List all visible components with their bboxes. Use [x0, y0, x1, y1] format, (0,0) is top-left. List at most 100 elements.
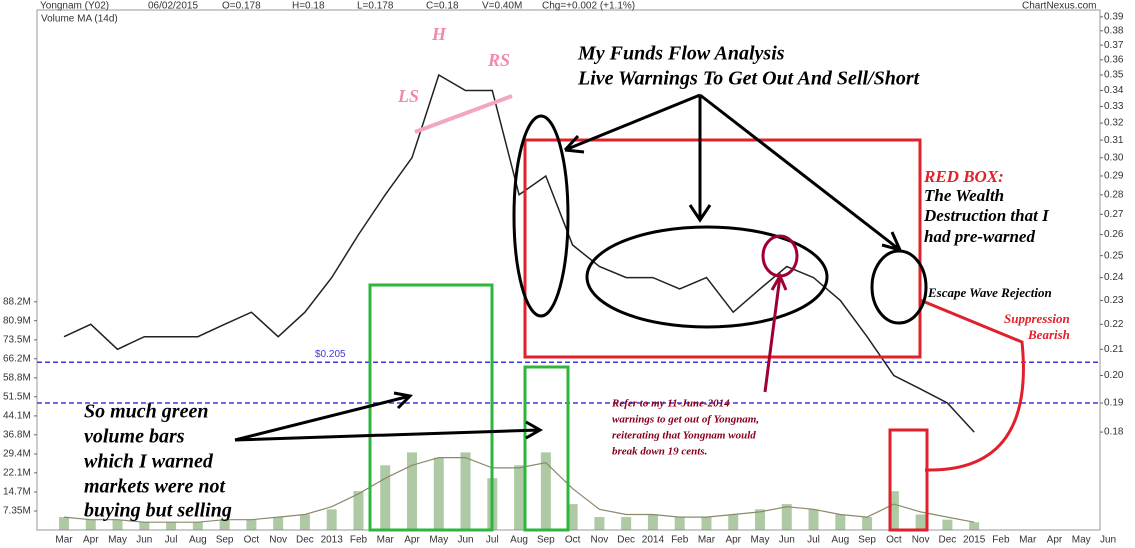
x-tick-label: 2013	[321, 535, 344, 546]
y2-tick-label: 14.7M	[3, 487, 31, 498]
open: O=0.178	[222, 1, 261, 12]
volume-bar	[781, 504, 792, 530]
x-tick-label: Nov	[269, 535, 287, 546]
green-box	[523, 365, 570, 532]
volume-bar	[380, 465, 391, 530]
x-tick-label: May	[751, 535, 770, 546]
x-tick-label: 2014	[642, 535, 665, 546]
annotation: markets were not	[84, 476, 227, 498]
annotation: H	[431, 24, 447, 44]
x-tick-label: Jun	[457, 535, 473, 546]
annotation: Suppression	[1004, 311, 1070, 326]
x-tick-label: 2015	[963, 535, 986, 546]
x-tick-label: Mar	[377, 535, 395, 546]
volume-bar	[755, 509, 765, 530]
y2-tick-label: 7.35M	[3, 506, 31, 517]
x-tick-label: Oct	[886, 535, 902, 546]
volume-bar	[728, 514, 739, 530]
volume-bar	[246, 519, 257, 530]
circle	[512, 114, 570, 318]
y2-tick-label: 73.5M	[3, 334, 31, 345]
annotation: My Funds Flow Analysis	[577, 43, 785, 65]
volume-bar	[407, 452, 417, 530]
x-tick-label: Sep	[537, 535, 555, 546]
x-tick-label: Mar	[55, 535, 73, 546]
x-tick-label: Dec	[296, 535, 314, 546]
y-tick-label: 0.18	[1104, 427, 1124, 438]
annotation: buying but selling	[84, 500, 232, 522]
x-tick-label: Apr	[725, 535, 741, 546]
annotation: Refer to my 11-June-2014	[611, 398, 730, 410]
volume-ma-line	[63, 457, 975, 523]
x-tick-label: Aug	[189, 535, 207, 546]
neckline	[414, 94, 513, 134]
volume-bar	[139, 522, 150, 530]
y-tick-label: 0.24	[1104, 272, 1124, 283]
x-tick-label: Dec	[938, 535, 956, 546]
y-tick-label: 0.26	[1104, 229, 1124, 240]
reference-label: $0.205	[315, 349, 346, 360]
volume-bar	[862, 517, 873, 530]
volume-bar	[594, 517, 605, 530]
x-tick-label: Apr	[1047, 535, 1063, 546]
volume-bar	[112, 519, 123, 530]
volume-bar	[219, 519, 230, 530]
annotation: volume bars	[84, 426, 185, 448]
x-tick-label: Nov	[912, 535, 930, 546]
y-tick-label: 0.38	[1104, 25, 1124, 36]
connector	[919, 298, 1025, 472]
x-tick-label: Feb	[350, 535, 368, 546]
red-box	[888, 428, 929, 532]
y2-tick-label: 58.8M	[3, 373, 31, 384]
x-tick-label: Jun	[1100, 535, 1116, 546]
x-tick-label: Sep	[216, 535, 234, 546]
volume-bar	[674, 517, 685, 530]
red-box	[523, 138, 922, 359]
y-tick-label: 0.22	[1104, 319, 1124, 330]
x-tick-label: Jul	[165, 535, 178, 546]
y2-tick-label: 80.9M	[3, 315, 31, 326]
volume-bar	[353, 491, 364, 530]
annotation: RS	[487, 50, 510, 70]
y-tick-label: 0.28	[1104, 189, 1124, 200]
y-tick-label: 0.39	[1104, 11, 1124, 22]
y-tick-label: 0.23	[1104, 295, 1124, 306]
y2-tick-label: 66.2M	[3, 353, 31, 364]
annotation: Escape Wave Rejection	[927, 285, 1052, 300]
close: C=0.18	[426, 1, 459, 12]
x-tick-label: Jul	[486, 535, 499, 546]
x-tick-label: Aug	[510, 535, 528, 546]
x-tick-label: Jun	[779, 535, 795, 546]
annotation: LS	[397, 86, 419, 106]
volume-bar	[299, 514, 310, 530]
y-tick-label: 0.34	[1104, 85, 1124, 96]
x-tick-label: Oct	[565, 535, 581, 546]
x-tick-label: May	[429, 535, 448, 546]
volume-bar	[59, 517, 69, 530]
y-tick-label: 0.30	[1104, 152, 1124, 163]
y2-tick-label: 29.4M	[3, 449, 31, 460]
x-tick-label: Apr	[83, 535, 99, 546]
x-tick-label: Sep	[858, 535, 876, 546]
volume-bar	[192, 522, 203, 530]
y2-tick-label: 88.2M	[3, 296, 31, 307]
y-tick-label: 0.20	[1104, 370, 1124, 381]
volume-bar	[915, 514, 926, 530]
y-tick-label: 0.33	[1104, 101, 1124, 112]
header: Yongnam (Y02) 06/02/2015 O=0.178 H=0.18 …	[40, 1, 1096, 12]
y-tick-label: 0.21	[1104, 344, 1124, 355]
volume-bar	[701, 517, 712, 530]
y2-tick-label: 51.5M	[3, 391, 31, 402]
y-tick-label: 0.29	[1104, 171, 1124, 182]
annotation: Destruction that I	[923, 206, 1050, 225]
x-tick-label: May	[1072, 535, 1091, 546]
x-tick-label: Jun	[136, 535, 152, 546]
volume-bar	[540, 452, 551, 530]
y-tick-label: 0.31	[1104, 135, 1124, 146]
volume-bar	[273, 517, 284, 530]
volume-bar	[621, 517, 632, 530]
volume-bar	[460, 452, 471, 530]
x-tick-label: Mar	[1019, 535, 1037, 546]
y-tick-label: 0.35	[1104, 70, 1124, 81]
